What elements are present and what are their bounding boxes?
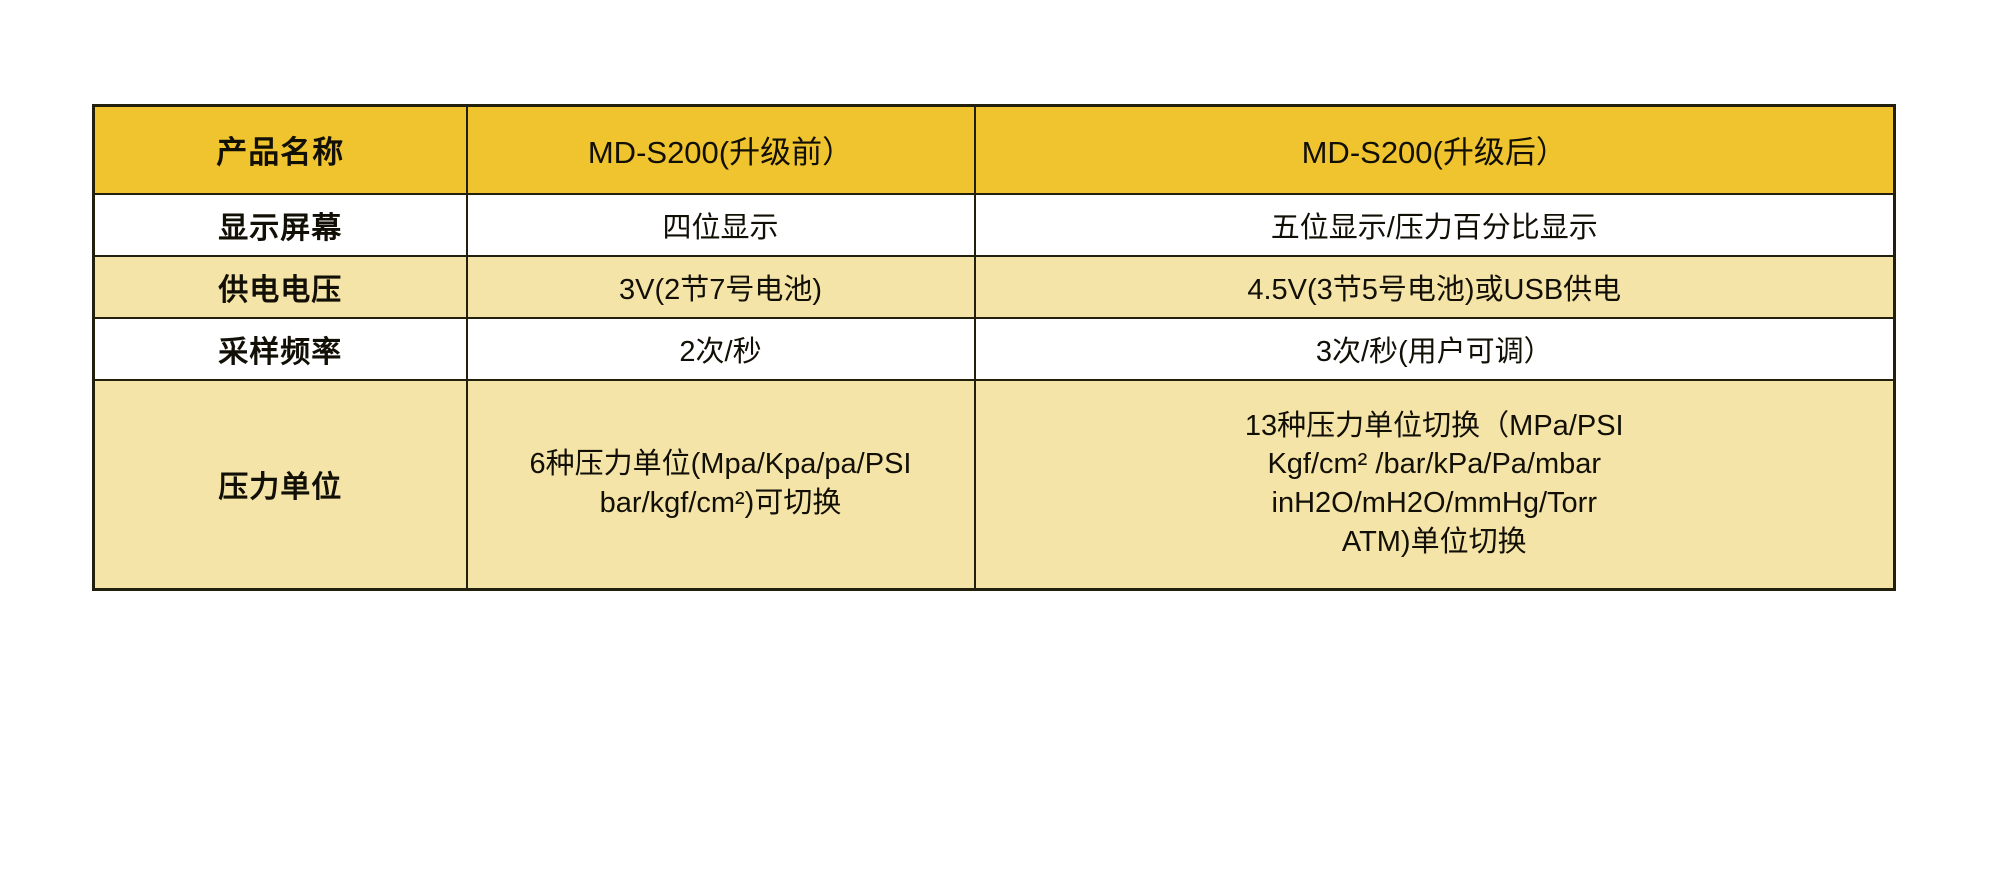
row-after-power: 4.5V(3节5号电池)或USB供电 — [973, 254, 1896, 319]
product-spec-comparison-table: 产品名称 MD-S200(升级前） MD-S200(升级后） 显示屏幕 四位显示… — [92, 104, 1896, 591]
header-cell-before: MD-S200(升级前） — [465, 104, 976, 195]
text-line: inH2O/mH2O/mmHg/Torr — [1271, 487, 1598, 520]
row-before-power: 3V(2节7号电池) — [465, 254, 976, 319]
table-header-row: 产品名称 MD-S200(升级前） MD-S200(升级后） — [92, 104, 1896, 195]
row-label-power: 供电电压 — [92, 254, 468, 319]
row-after-pressure-unit: 13种压力单位切换（MPa/PSI Kgf/cm² /bar/kPa/Pa/mb… — [973, 378, 1896, 591]
text-line: Kgf/cm² /bar/kPa/Pa/mbar — [1267, 448, 1602, 481]
row-label-sampling: 采样频率 — [92, 316, 468, 381]
text-line: bar/kgf/cm²)可切换 — [599, 487, 842, 520]
table-row: 显示屏幕 四位显示 五位显示/压力百分比显示 — [92, 192, 1896, 257]
row-label-display: 显示屏幕 — [92, 192, 468, 257]
row-before-display: 四位显示 — [465, 192, 976, 257]
text-line: 6种压力单位(Mpa/Kpa/pa/PSI — [529, 448, 912, 481]
table-row: 供电电压 3V(2节7号电池) 4.5V(3节5号电池)或USB供电 — [92, 254, 1896, 319]
text-line: 13种压力单位切换（MPa/PSI — [1244, 409, 1624, 442]
row-label-pressure-unit: 压力单位 — [92, 378, 468, 591]
row-after-sampling: 3次/秒(用户可调） — [973, 316, 1896, 381]
header-cell-after: MD-S200(升级后） — [973, 104, 1896, 195]
table-row: 采样频率 2次/秒 3次/秒(用户可调） — [92, 316, 1896, 381]
text-line: ATM)单位切换 — [1341, 526, 1527, 559]
header-cell-label: 产品名称 — [92, 104, 468, 195]
row-before-sampling: 2次/秒 — [465, 316, 976, 381]
row-before-pressure-unit: 6种压力单位(Mpa/Kpa/pa/PSI bar/kgf/cm²)可切换 — [465, 378, 976, 591]
row-after-display: 五位显示/压力百分比显示 — [973, 192, 1896, 257]
table-row: 压力单位 6种压力单位(Mpa/Kpa/pa/PSI bar/kgf/cm²)可… — [92, 378, 1896, 591]
